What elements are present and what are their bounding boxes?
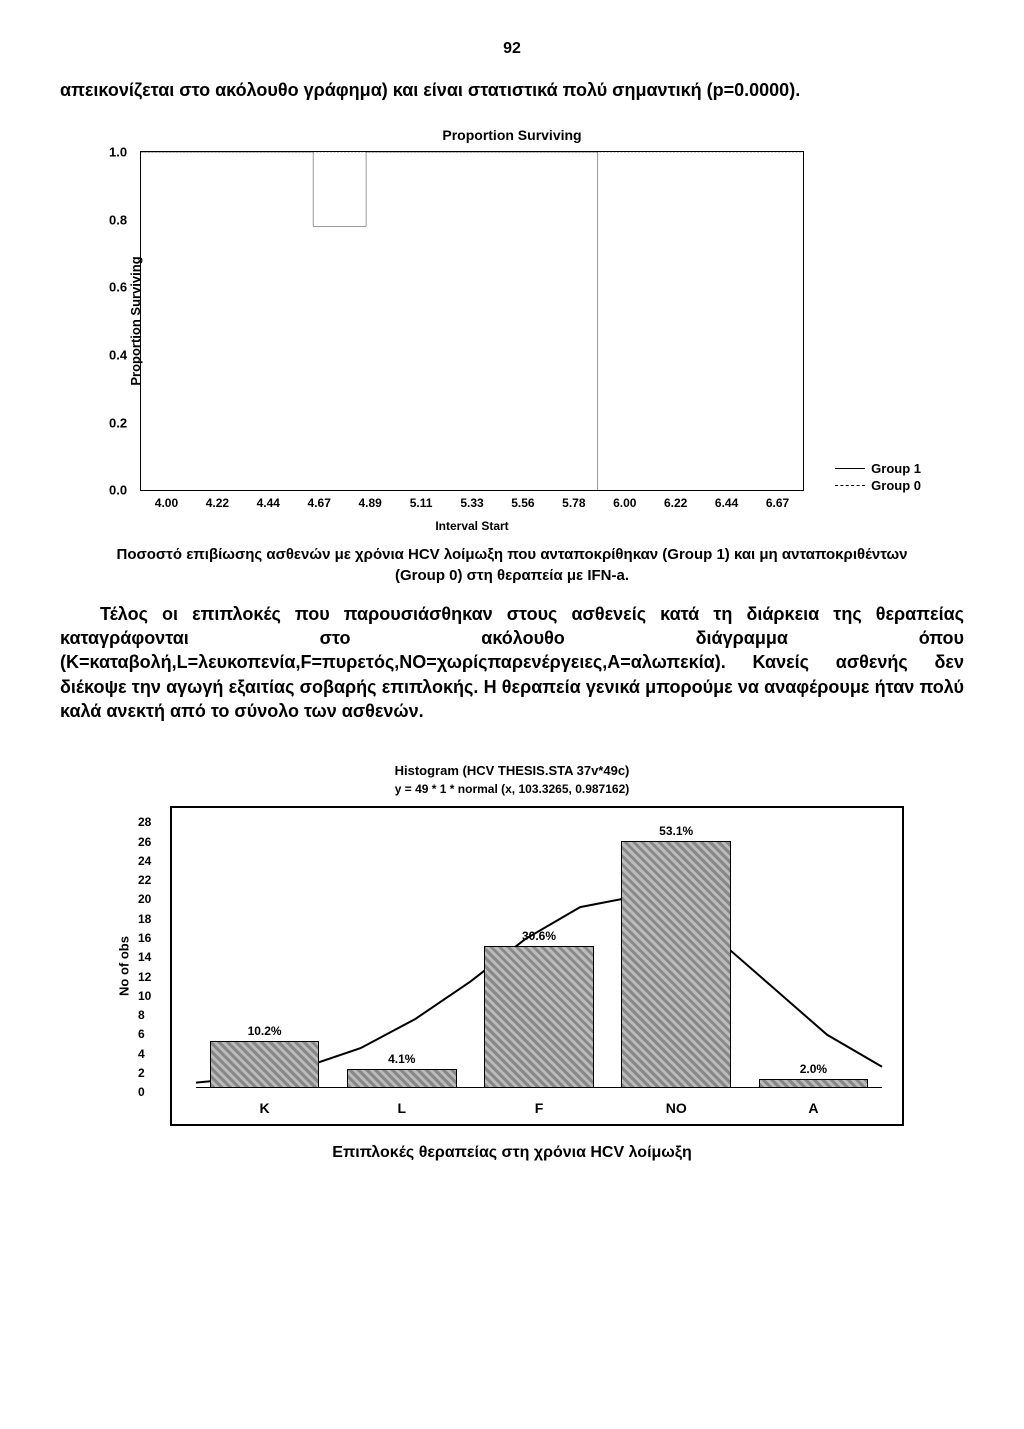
histogram-y-tick: 26 — [138, 835, 151, 849]
legend-group1: Group 1 — [835, 461, 921, 476]
legend-group1-label: Group 1 — [871, 461, 921, 476]
histogram-subtitle: y = 49 * 1 * normal (x, 103.3265, 0.9871… — [120, 782, 904, 796]
histogram-y-tick: 28 — [138, 815, 151, 829]
survival-y-tick: 0.8 — [109, 212, 127, 227]
histogram-bar-label: 53.1% — [659, 824, 693, 838]
histogram-bar-label: 30.6% — [522, 929, 556, 943]
survival-y-tick: 0.6 — [109, 280, 127, 295]
histogram-x-tick: NO — [608, 1100, 745, 1116]
histogram-bar-label: 2.0% — [800, 1062, 827, 1076]
histogram-y-tick: 4 — [138, 1047, 145, 1061]
histogram-y-tick: 12 — [138, 970, 151, 984]
intro-paragraph: απεικονίζεται στο ακόλουθο γράφημα) και … — [60, 78, 964, 102]
survival-x-tick: 5.78 — [548, 496, 599, 510]
histogram-y-tick: 6 — [138, 1027, 145, 1041]
histogram-bar-label: 4.1% — [388, 1052, 415, 1066]
histogram-bar-label: 10.2% — [248, 1024, 282, 1038]
histogram-y-tick: 18 — [138, 912, 151, 926]
histogram-y-tick: 10 — [138, 989, 151, 1003]
histogram-chart-area: No of obs 2826242220181614121086420 10.2… — [170, 806, 904, 1126]
histogram-title: Histogram (HCV THESIS.STA 37v*49c) — [120, 763, 904, 778]
survival-y-tick: 0.2 — [109, 415, 127, 430]
survival-x-tick: 4.44 — [243, 496, 294, 510]
survival-y-tick: 1.0 — [109, 145, 127, 160]
survival-x-tick: 4.00 — [141, 496, 192, 510]
survival-chart-title: Proportion Surviving — [100, 127, 924, 143]
legend-line-dashed-icon — [835, 485, 865, 486]
histogram-bar: 30.6% — [484, 946, 594, 1089]
histogram-y-tick: 2 — [138, 1066, 145, 1080]
histogram-y-axis-label: No of obs — [116, 936, 131, 996]
survival-chart-area: Proportion Surviving 1.00.80.60.40.20.0 … — [140, 151, 804, 491]
survival-caption: Ποσοστό επιβίωσης ασθενών με χρόνια HCV … — [100, 545, 924, 586]
histogram-plot-area: 10.2%4.1%30.6%53.1%2.0% — [196, 822, 882, 1088]
page-number: 92 — [60, 40, 964, 58]
legend-line-solid-icon — [835, 468, 865, 469]
histogram-x-tick: F — [470, 1100, 607, 1116]
legend-group0-label: Group 0 — [871, 478, 921, 493]
histogram-y-tick: 8 — [138, 1008, 145, 1022]
histogram-bar: 2.0% — [759, 1079, 869, 1089]
body-paragraph: Τέλος οι επιπλοκές που παρουσιάσθηκαν στ… — [60, 602, 964, 723]
histogram-x-tick: K — [196, 1100, 333, 1116]
histogram-bar: 53.1% — [621, 841, 731, 1088]
survival-y-tick: 0.0 — [109, 483, 127, 498]
survival-x-tick: 6.22 — [650, 496, 701, 510]
histogram-caption: Επιπλοκές θεραπείας στη χρόνια HCV λοίμω… — [120, 1144, 904, 1162]
survival-x-tick: 6.00 — [599, 496, 650, 510]
survival-y-tick: 0.4 — [109, 348, 127, 363]
survival-legend: Group 1 Group 0 — [835, 461, 921, 495]
survival-x-tick: 4.89 — [345, 496, 396, 510]
histogram-y-tick: 0 — [138, 1085, 145, 1099]
histogram-x-tick: A — [745, 1100, 882, 1116]
survival-x-axis-title: Interval Start — [140, 519, 804, 533]
survival-x-axis: 4.004.224.444.674.895.115.335.565.786.00… — [141, 496, 803, 510]
survival-chart-section: Proportion Surviving Proportion Survivin… — [100, 127, 924, 533]
histogram-x-tick: L — [333, 1100, 470, 1116]
histogram-y-tick: 16 — [138, 931, 151, 945]
histogram-x-axis: KLFNOA — [196, 1100, 882, 1116]
survival-x-tick: 4.67 — [294, 496, 345, 510]
histogram-y-tick: 24 — [138, 854, 151, 868]
survival-x-tick: 5.11 — [396, 496, 447, 510]
histogram-y-tick: 22 — [138, 873, 151, 887]
survival-x-tick: 5.56 — [497, 496, 548, 510]
survival-x-tick: 4.22 — [192, 496, 243, 510]
body-paragraph-text: Τέλος οι επιπλοκές που παρουσιάσθηκαν στ… — [60, 604, 964, 721]
survival-x-tick: 5.33 — [447, 496, 498, 510]
survival-x-tick: 6.44 — [701, 496, 752, 510]
histogram-bar: 4.1% — [347, 1069, 457, 1088]
legend-group0: Group 0 — [835, 478, 921, 493]
histogram-y-tick: 14 — [138, 950, 151, 964]
histogram-y-tick: 20 — [138, 892, 151, 906]
survival-x-tick: 6.67 — [752, 496, 803, 510]
survival-lines-svg — [141, 152, 803, 490]
histogram-section: Histogram (HCV THESIS.STA 37v*49c) y = 4… — [120, 763, 904, 1162]
histogram-bar: 10.2% — [210, 1041, 320, 1089]
